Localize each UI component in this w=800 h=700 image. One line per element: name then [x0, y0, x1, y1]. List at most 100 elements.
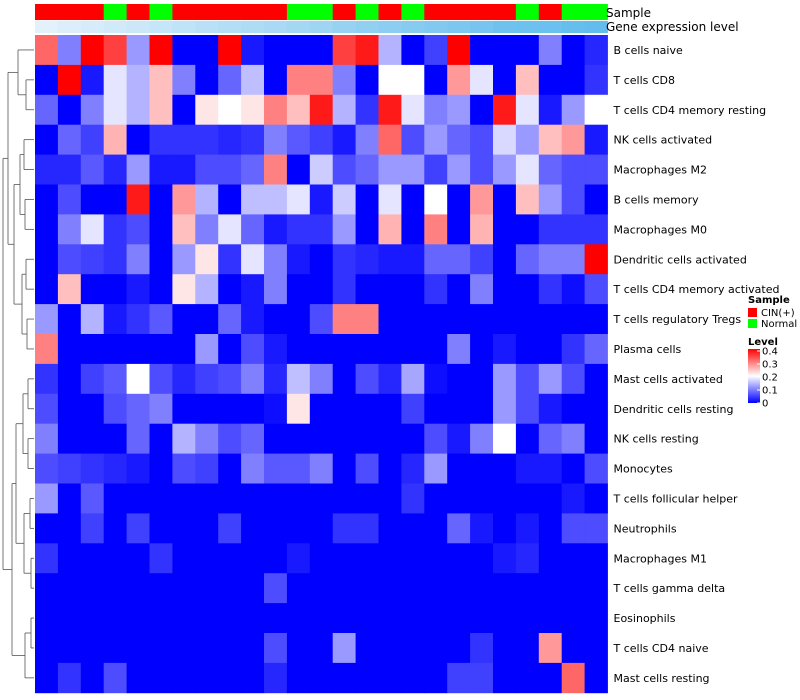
heatmap-cell [538, 304, 563, 335]
heatmap-cell [424, 603, 448, 634]
sample-annotation-cell [103, 4, 127, 20]
heatmap-cell [195, 662, 219, 694]
level-tick-label: 0 [762, 399, 768, 410]
heatmap-cell [195, 543, 219, 574]
heatmap-cell [515, 662, 540, 694]
expression-annotation-cell [218, 21, 242, 33]
row-label: Macrophages M1 [614, 552, 707, 565]
heatmap-cell [149, 35, 173, 66]
heatmap-cell [126, 274, 150, 305]
heatmap-cell [149, 64, 173, 96]
expression-annotation-cell [264, 21, 288, 33]
heatmap-cell [57, 154, 82, 185]
heatmap-cell [332, 423, 356, 454]
heatmap-cell [126, 543, 150, 574]
heatmap-cell [515, 633, 540, 664]
sample-annotation-cell [126, 4, 150, 20]
heatmap-cell [447, 124, 471, 155]
heatmap-cell [172, 184, 196, 215]
heatmap-cell [309, 513, 334, 544]
heatmap-cell [80, 64, 105, 96]
heatmap-cell [264, 334, 288, 365]
heatmap-cell [378, 393, 402, 425]
heatmap-cell [286, 214, 311, 245]
heatmap-cell [424, 573, 448, 604]
heatmap-cell [218, 633, 242, 664]
heatmap-cell [584, 304, 608, 335]
heatmap-cell [401, 334, 425, 365]
heatmap-cell [286, 64, 311, 96]
heatmap-cell [218, 393, 242, 425]
heatmap-cell [309, 274, 334, 305]
expression-annotation-cell [80, 21, 105, 33]
heatmap-cell [493, 334, 517, 365]
heatmap-cell [584, 214, 608, 245]
heatmap-cell [149, 603, 173, 634]
row-label: T cells CD4 memory activated [613, 283, 780, 296]
heatmap-cell [57, 35, 82, 66]
heatmap-cell [309, 483, 334, 514]
heatmap-cell [35, 334, 59, 365]
heatmap-cell [195, 35, 219, 66]
heatmap-cell [264, 573, 288, 604]
heatmap-cell [355, 64, 379, 96]
row-label: NK cells resting [614, 433, 699, 446]
heatmap-cell [172, 124, 196, 155]
heatmap-cell [561, 363, 585, 395]
heatmap-cell [80, 543, 105, 574]
heatmap-cell [493, 244, 517, 275]
heatmap-cell [149, 274, 173, 305]
heatmap-cell [561, 154, 585, 185]
heatmap-cell [584, 573, 608, 604]
heatmap-cell [57, 274, 82, 305]
heatmap-cell [241, 513, 265, 544]
heatmap-cell [515, 363, 540, 395]
annotation-label-sample: Sample [606, 6, 651, 20]
heatmap-cell [538, 453, 563, 484]
heatmap-cell [378, 603, 402, 634]
level-legend: Level 0.4 0.3 0.2 0.1 0 [748, 337, 778, 410]
row-label: T cells gamma delta [613, 582, 726, 595]
heatmap-cell [149, 483, 173, 514]
heatmap-cell [149, 334, 173, 365]
heatmap-cell [172, 453, 196, 484]
heatmap-cell [538, 363, 563, 395]
heatmap-cell [309, 662, 334, 694]
heatmap-cell [264, 453, 288, 484]
heatmap-cell [35, 423, 59, 454]
heatmap-cell [332, 154, 356, 185]
heatmap-cell [35, 483, 59, 514]
heatmap-cell [378, 662, 402, 694]
heatmap-cell [355, 633, 379, 664]
heatmap-cell [195, 453, 219, 484]
heatmap-cell [126, 64, 150, 96]
heatmap-cell [286, 633, 311, 664]
heatmap-cell [241, 573, 265, 604]
heatmap-cell [149, 154, 173, 185]
heatmap-cell [195, 184, 219, 215]
heatmap-cell [470, 124, 494, 155]
heatmap-cell [355, 453, 379, 484]
heatmap-cell [493, 363, 517, 395]
heatmap-cell [538, 184, 563, 215]
heatmap-cell [57, 573, 82, 604]
expression-annotation-cell [195, 21, 219, 33]
heatmap-cell [332, 662, 356, 694]
heatmap-cell [103, 64, 127, 96]
heatmap-cell [264, 363, 288, 395]
heatmap-cell [103, 274, 127, 305]
row-label: Eosinophils [614, 612, 676, 625]
heatmap-cell [35, 304, 59, 335]
heatmap-cell [286, 154, 311, 185]
row-label: Plasma cells [614, 343, 682, 356]
heatmap-cell [332, 393, 356, 425]
heatmap-cell [309, 393, 334, 425]
heatmap-cell [286, 513, 311, 544]
heatmap-cell [355, 184, 379, 215]
expression-annotation-cell [493, 21, 517, 33]
heatmap-cell [470, 64, 494, 96]
sample-annotation-cell [80, 4, 105, 20]
heatmap-cell [401, 483, 425, 514]
heatmap-cell [103, 393, 127, 425]
heatmap-cell [378, 453, 402, 484]
